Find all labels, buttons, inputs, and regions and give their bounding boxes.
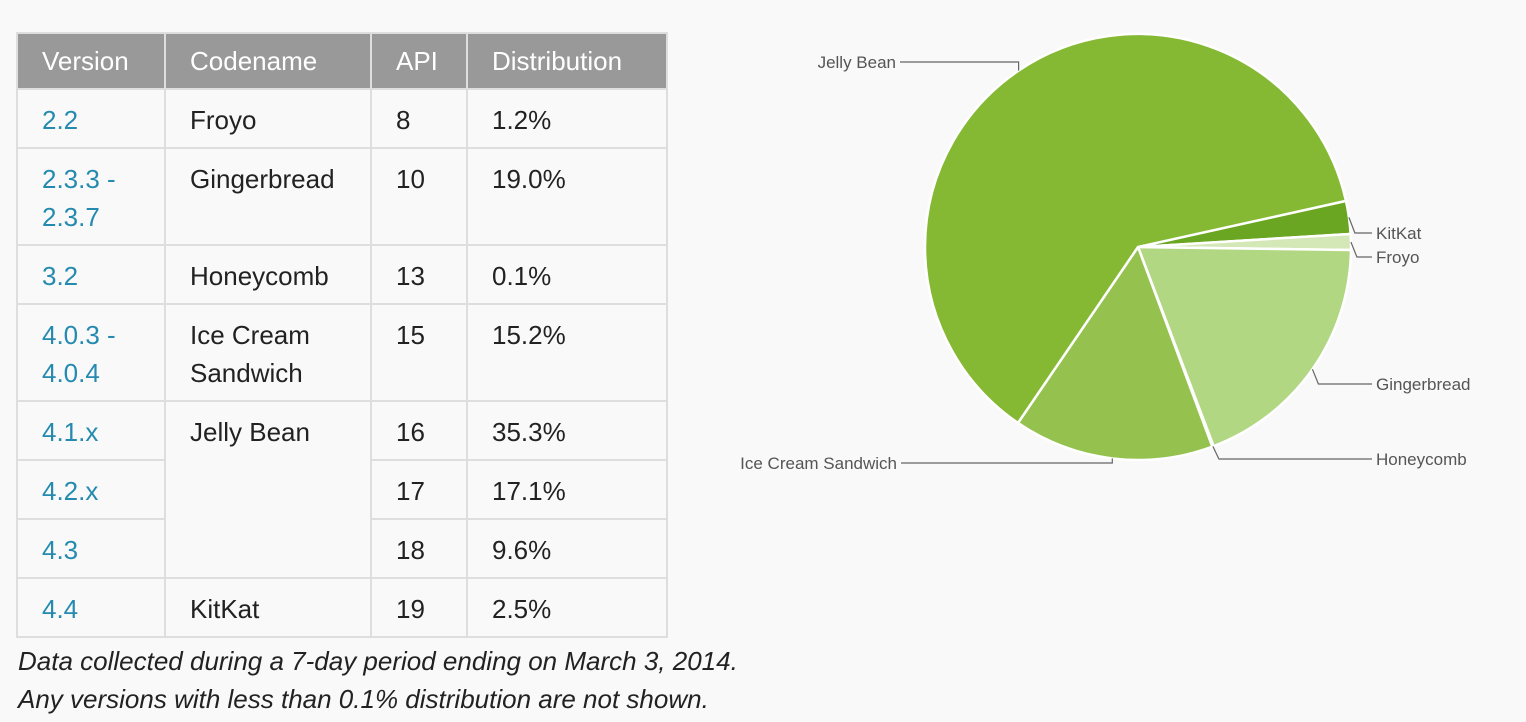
leader-line-honeycomb xyxy=(1212,446,1372,460)
footnote-threshold: Any versions with less than 0.1% distrib… xyxy=(18,684,709,714)
distribution-pie-chart: KitKat Froyo Gingerbread Honeycomb Ice Cream… xyxy=(740,32,1471,473)
header-distribution: Distribution xyxy=(466,32,668,90)
pie-slice-gingerbread xyxy=(1136,245,1353,448)
pie-label-honeycomb: Honeycomb xyxy=(1376,450,1467,469)
api-cell: 8 xyxy=(370,88,468,149)
table-row: 4.4 KitKat 19 2.5% xyxy=(16,577,668,638)
codename-cell: Froyo xyxy=(164,88,372,149)
version-cell: 2.2 xyxy=(16,88,166,149)
leader-line-kitkat xyxy=(1348,217,1372,234)
distribution-cell: 17.1% xyxy=(466,459,668,520)
version-cell: 4.2.x xyxy=(16,459,166,520)
version-cell: 4.3 xyxy=(16,518,166,579)
pie-label-jelly-bean: Jelly Bean xyxy=(818,53,896,72)
distribution-cell: 1.2% xyxy=(466,88,668,149)
version-cell: 4.0.3 - 4.0.4 xyxy=(16,303,166,402)
pie-slice-jelly-bean xyxy=(923,32,1348,425)
version-cell: 3.2 xyxy=(16,244,166,305)
api-cell: 19 xyxy=(370,577,468,638)
footnote-collection-period: Data collected during a 7-day period end… xyxy=(18,646,738,676)
version-cell: 4.1.x xyxy=(16,400,166,461)
version-cell: 2.3.3 - 2.3.7 xyxy=(16,147,166,246)
api-cell: 10 xyxy=(370,147,468,246)
table-row: 4.3 18 9.6% xyxy=(16,518,668,579)
header-version: Version xyxy=(16,32,166,90)
table-row: 4.1.x Jelly Bean 16 35.3% xyxy=(16,400,668,579)
footnotes: Data collected during a 7-day period end… xyxy=(18,642,738,718)
api-cell: 16 xyxy=(370,400,468,461)
table-row: 2.2 Froyo 8 1.2% xyxy=(16,88,668,149)
table-row: 3.2 Honeycomb 13 0.1% xyxy=(16,244,668,305)
table-header-row: Version Codename API Distribution xyxy=(16,32,668,90)
pie-label-froyo: Froyo xyxy=(1376,248,1419,267)
distribution-cell: 0.1% xyxy=(466,244,668,305)
codename-cell: Gingerbread xyxy=(164,147,372,246)
pie-label-kitkat: KitKat xyxy=(1376,224,1422,243)
table-row: 4.2.x 17 17.1% xyxy=(16,459,668,520)
distribution-cell: 15.2% xyxy=(466,303,668,402)
pie-label-gingerbread: Gingerbread xyxy=(1376,375,1471,394)
pie-label-ice-cream-sandwich: Ice Cream Sandwich xyxy=(740,454,897,473)
distribution-cell: 35.3% xyxy=(466,400,668,461)
codename-cell: KitKat xyxy=(164,577,372,638)
api-cell: 15 xyxy=(370,303,468,402)
table-row: 4.0.3 - 4.0.4 Ice Cream Sandwich 15 15.2… xyxy=(16,303,668,402)
distribution-cell: 9.6% xyxy=(466,518,668,579)
distribution-table: Version Codename API Distribution 2.2 Fr… xyxy=(16,32,668,638)
leader-line-jelly-bean xyxy=(900,61,1020,71)
version-cell: 4.4 xyxy=(16,577,166,638)
codename-cell: Jelly Bean xyxy=(164,400,372,579)
header-codename: Codename xyxy=(164,32,372,90)
codename-cell: Ice Cream Sandwich xyxy=(164,303,372,402)
header-api: API xyxy=(370,32,468,90)
leader-line-froyo xyxy=(1350,241,1372,258)
leader-line-ice-cream-sandwich xyxy=(901,458,1113,464)
pie-slice-ice-cream-sandwich xyxy=(1016,244,1214,462)
leader-line-gingerbread xyxy=(1311,368,1372,385)
api-cell: 13 xyxy=(370,244,468,305)
distribution-cell: 2.5% xyxy=(466,577,668,638)
distribution-cell: 19.0% xyxy=(466,147,668,246)
codename-cell: Honeycomb xyxy=(164,244,372,305)
api-cell: 18 xyxy=(370,518,468,579)
api-cell: 17 xyxy=(370,459,468,520)
table-row: 2.3.3 - 2.3.7 Gingerbread 10 19.0% xyxy=(16,147,668,246)
